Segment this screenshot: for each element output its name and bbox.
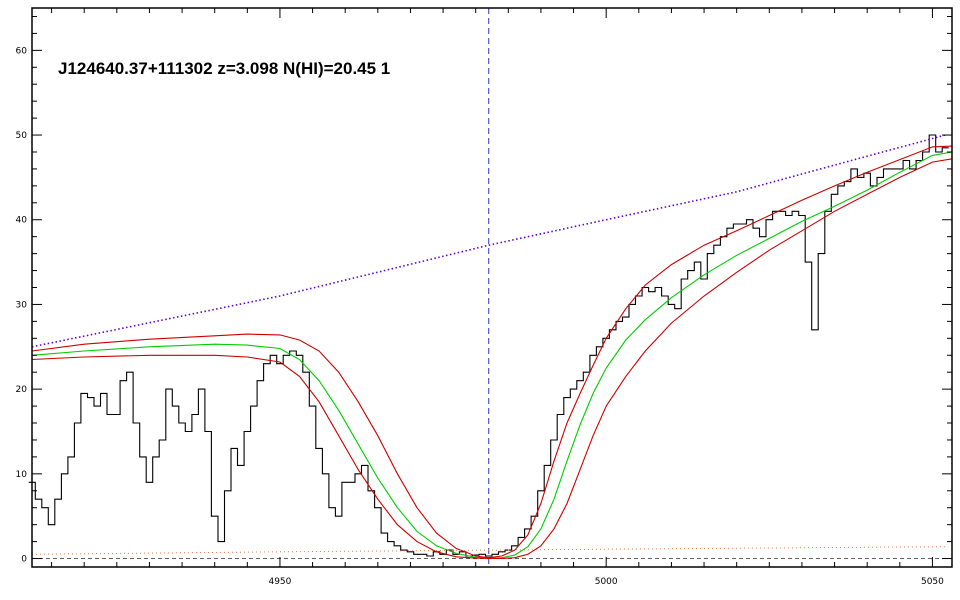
y-tick-label: 30 xyxy=(16,300,28,310)
series-layer xyxy=(28,8,953,567)
y-tick-label: 60 xyxy=(16,46,28,56)
x-tick-label: 5050 xyxy=(921,577,944,587)
chart-title: J124640.37+111302 z=3.098 N(HI)=20.45 1 xyxy=(58,59,390,78)
y-tick-label: 50 xyxy=(16,131,28,141)
y-tick-label: 40 xyxy=(16,216,28,226)
series-continuum xyxy=(31,134,946,348)
x-tick-label: 5000 xyxy=(595,577,618,587)
series-fit-lower xyxy=(31,158,953,560)
tick-labels: 4950 5000 5050 0 10 20 30 40 50 60 xyxy=(16,46,945,587)
plot-frame xyxy=(31,7,953,568)
y-tick-label: 10 xyxy=(16,470,28,480)
y-tick-label: 0 xyxy=(21,555,27,565)
axis-ticks xyxy=(32,8,952,567)
series-fit-upper xyxy=(31,145,953,559)
series-fit xyxy=(31,151,953,559)
y-tick-label: 20 xyxy=(16,385,28,395)
series-spectrum xyxy=(28,134,949,557)
x-tick-label: 4950 xyxy=(268,577,291,587)
